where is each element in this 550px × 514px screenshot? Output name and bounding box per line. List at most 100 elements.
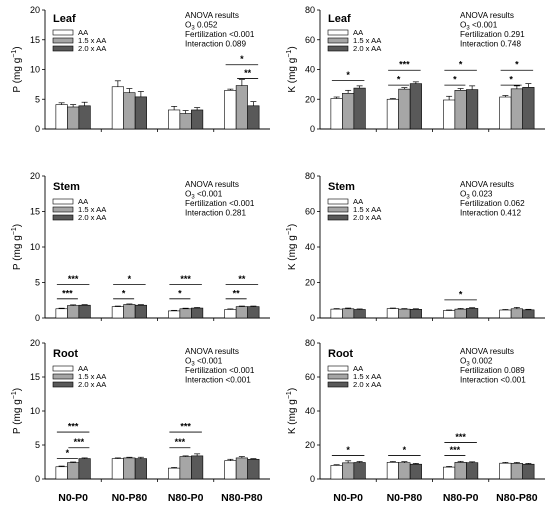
legend-label: 2.0 x AA: [78, 213, 107, 222]
bar: [67, 462, 80, 480]
y-tick-label: 20: [30, 171, 40, 181]
bar: [398, 88, 411, 130]
bar: [330, 465, 343, 480]
x-category-label: N80-P0: [168, 492, 204, 504]
bar: [330, 308, 343, 319]
significance-stars: **: [233, 288, 241, 298]
anova-row: O3 0.023: [460, 190, 493, 201]
bar: [522, 87, 535, 130]
bar: [134, 458, 147, 480]
significance-stars: *: [515, 60, 519, 70]
anova-row: O3 0.002: [460, 357, 493, 368]
bar: [179, 308, 192, 319]
bar: [235, 306, 248, 319]
y-tick-label: 20: [305, 278, 315, 288]
bar: [179, 456, 192, 480]
bar: [123, 457, 136, 480]
anova-row: O3 <0.001: [460, 21, 498, 32]
bar: [466, 308, 479, 319]
legend-swatch: [52, 373, 74, 380]
significance-stars: ***: [175, 437, 186, 447]
bar: [111, 86, 124, 130]
anova-row: Fertilization <0.001: [185, 366, 255, 375]
bar: [55, 308, 68, 319]
panel-label: Leaf: [328, 13, 351, 25]
legend-swatch: [327, 29, 349, 36]
significance-stars: ***: [180, 274, 191, 284]
significance-stars: *: [453, 75, 457, 85]
bar: [168, 310, 181, 319]
y-tick-label: 60: [305, 207, 315, 217]
bar: [386, 98, 399, 130]
bar: [191, 455, 204, 480]
bar: [522, 463, 535, 480]
bar: [224, 90, 237, 130]
panel-label: Leaf: [53, 13, 76, 25]
panel-label: Stem: [53, 181, 80, 193]
significance-stars: **: [244, 68, 252, 78]
bar: [55, 466, 68, 480]
bar: [123, 304, 136, 319]
significance-stars: ***: [74, 437, 85, 447]
y-tick-label: 15: [30, 35, 40, 45]
y-tick-label: 5: [35, 440, 40, 450]
significance-stars: *: [122, 288, 126, 298]
y-tick-label: 10: [30, 242, 40, 252]
anova-row: Fertilization <0.001: [185, 199, 255, 208]
anova-row: Interaction <0.001: [460, 376, 526, 385]
bar: [499, 96, 512, 130]
bar: [111, 458, 124, 480]
legend-swatch: [327, 45, 349, 52]
y-tick-label: 0: [35, 474, 40, 484]
significance-stars: ***: [68, 274, 79, 284]
anova-row: Interaction 0.412: [460, 209, 521, 218]
legend-swatch: [52, 45, 74, 52]
y-tick-label: 80: [305, 171, 315, 181]
bar: [353, 462, 366, 480]
anova-title: ANOVA results: [185, 347, 239, 356]
legend-label: 2.0 x AA: [353, 380, 382, 389]
legend-swatch: [52, 214, 74, 221]
significance-stars: *: [397, 75, 401, 85]
y-axis-label: P (mg g−1): [11, 224, 23, 270]
y-tick-label: 10: [30, 65, 40, 75]
bar: [398, 308, 411, 319]
significance-stars: ***: [68, 422, 79, 432]
bar: [454, 308, 467, 319]
bar: [510, 463, 523, 480]
legend-swatch: [52, 29, 74, 36]
significance-stars: *: [509, 75, 513, 85]
bar: [522, 309, 535, 319]
legend-swatch: [52, 37, 74, 44]
anova-row: O3 <0.001: [185, 357, 223, 368]
y-tick-label: 40: [305, 242, 315, 252]
bar: [134, 96, 147, 130]
bar: [247, 105, 260, 130]
y-tick-label: 15: [30, 207, 40, 217]
legend-label: 1.5 x AA: [78, 205, 107, 214]
bar: [67, 106, 80, 130]
y-tick-label: 0: [310, 474, 315, 484]
panel-label: Stem: [328, 181, 355, 193]
bar: [499, 309, 512, 319]
bar: [67, 305, 80, 319]
bar: [499, 462, 512, 480]
bar: [168, 467, 181, 480]
anova-row: Interaction 0.281: [185, 209, 246, 218]
legend-swatch: [52, 365, 74, 372]
significance-stars: *: [459, 60, 463, 70]
y-tick-label: 0: [310, 313, 315, 323]
bar: [510, 88, 523, 130]
y-tick-label: 0: [310, 124, 315, 134]
anova-title: ANOVA results: [185, 180, 239, 189]
legend-label: AA: [353, 28, 364, 37]
y-axis-label: P (mg g−1): [11, 46, 23, 92]
x-category-label: N80-P80: [496, 492, 538, 504]
legend-swatch: [327, 373, 349, 380]
bar: [179, 113, 192, 130]
bar: [247, 458, 260, 480]
anova-title: ANOVA results: [460, 180, 514, 189]
